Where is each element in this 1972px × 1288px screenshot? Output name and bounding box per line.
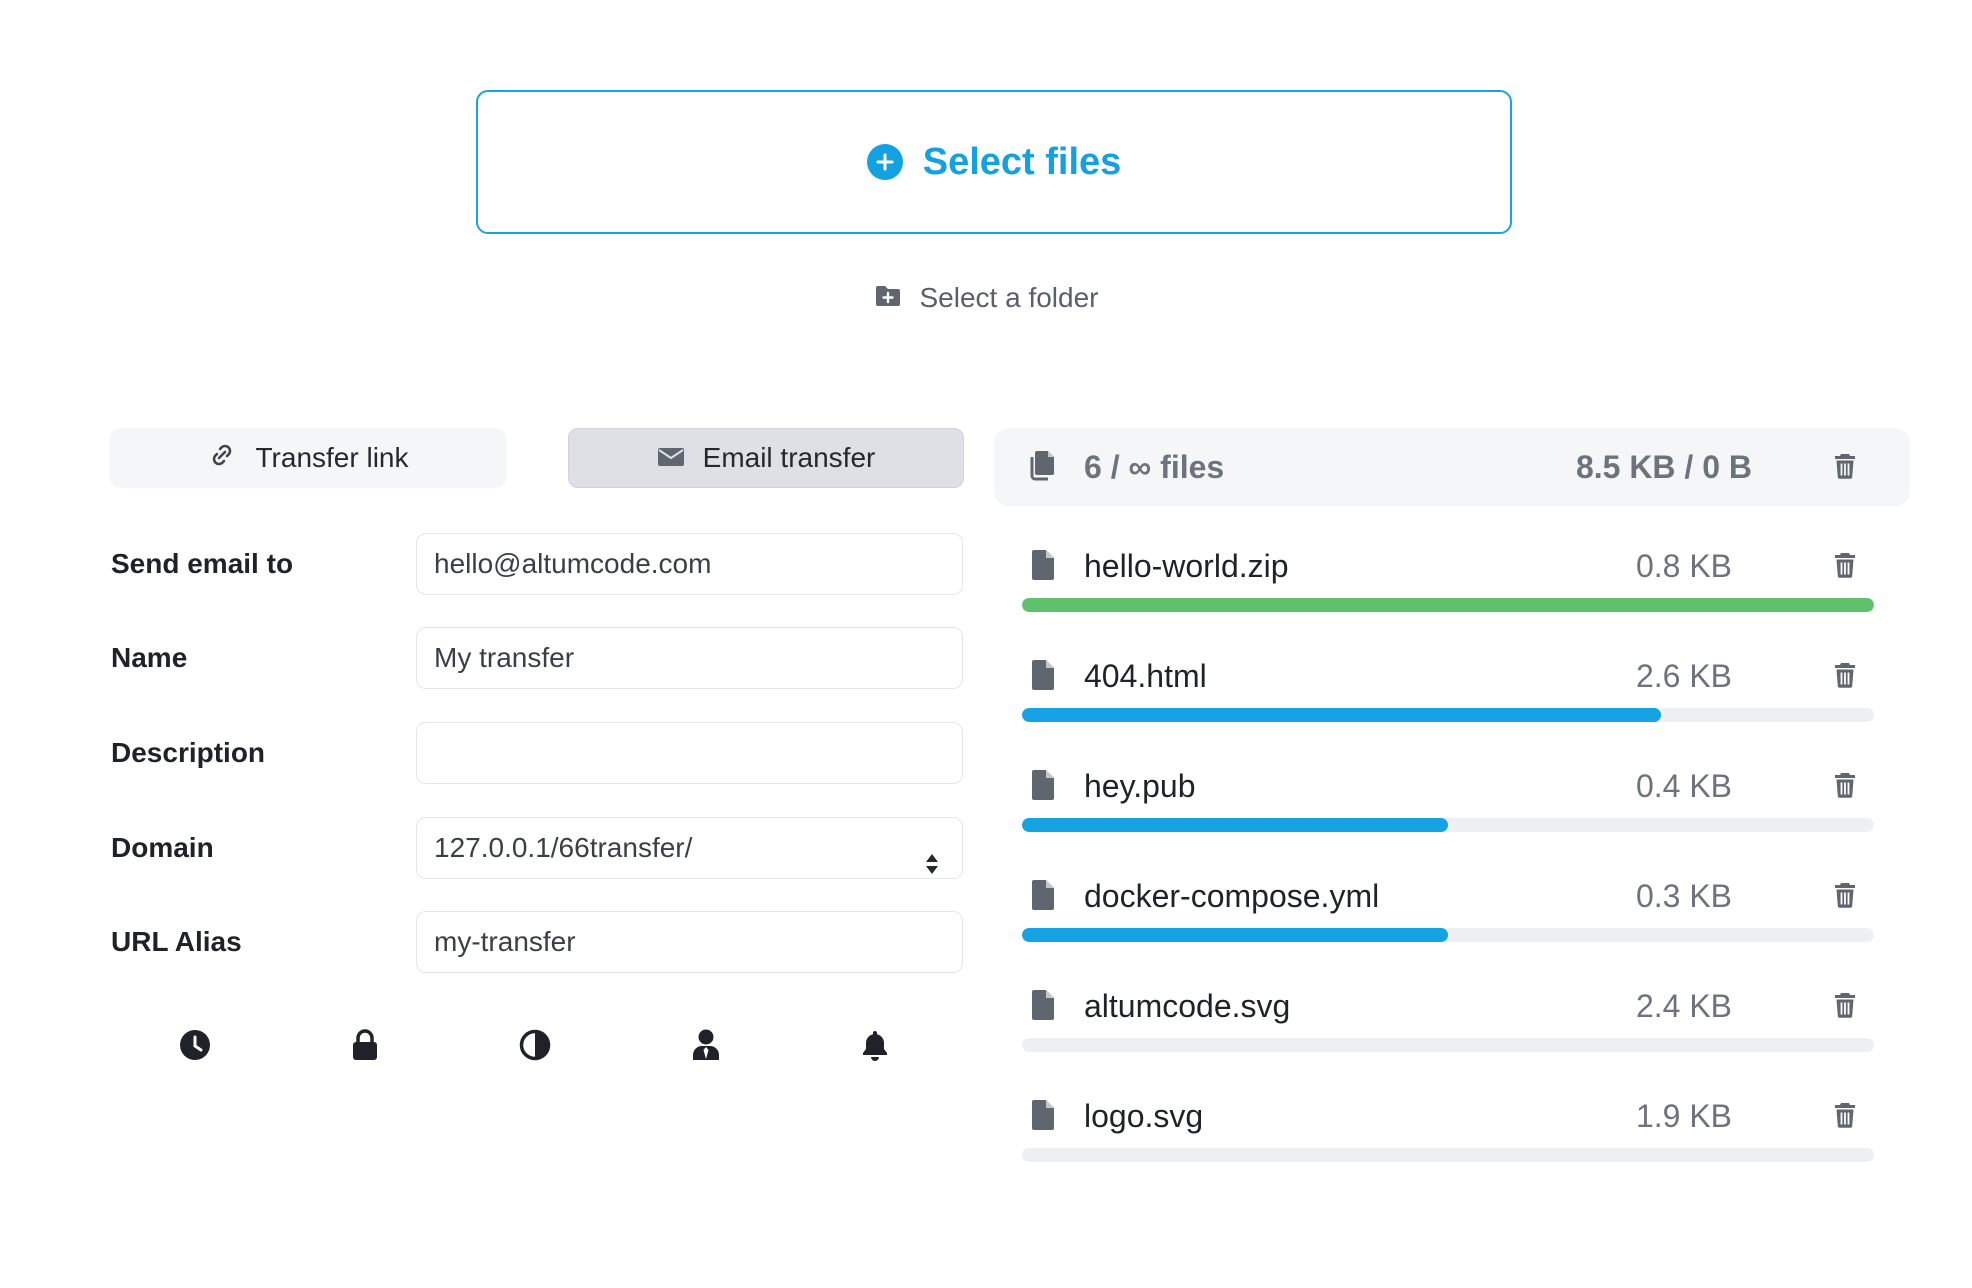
- files-count: 6 / ∞ files: [1084, 449, 1225, 485]
- upload-progress-fill: [1022, 708, 1661, 722]
- file-name: altumcode.svg: [1084, 988, 1291, 1024]
- upload-progress-track: [1022, 1148, 1874, 1162]
- select-files-label: Select files: [922, 140, 1122, 183]
- upload-progress-fill: [1022, 818, 1448, 832]
- delete-file-trash-icon[interactable]: [1834, 662, 1856, 693]
- files-total-size: 8.5 KB / 0 B: [1575, 449, 1752, 485]
- send-email-label: Send email to: [111, 548, 294, 579]
- file-size: 0.3 KB: [1635, 878, 1732, 914]
- name-label: Name: [111, 642, 188, 673]
- file-icon: [1032, 990, 1054, 1025]
- domain-select-value: 127.0.0.1/66transfer/: [434, 832, 693, 863]
- file-icon: [1032, 660, 1054, 695]
- send-email-input[interactable]: hello@altumcode.com: [416, 533, 963, 595]
- upload-progress-track: [1022, 1038, 1874, 1052]
- file-size: 2.4 KB: [1635, 988, 1732, 1024]
- file-icon: [1032, 1100, 1054, 1135]
- delete-file-trash-icon[interactable]: [1834, 552, 1856, 583]
- delete-file-trash-icon[interactable]: [1834, 772, 1856, 803]
- select-folder-link[interactable]: Select a folder: [0, 278, 1972, 318]
- file-size: 0.8 KB: [1635, 548, 1732, 584]
- file-row: altumcode.svg 2.4 KB: [1022, 988, 1882, 1070]
- file-size: 1.9 KB: [1635, 1098, 1732, 1134]
- file-size: 2.6 KB: [1635, 658, 1732, 694]
- description-label: Description: [111, 737, 266, 768]
- file-name: 404.html: [1084, 658, 1207, 694]
- domain-select[interactable]: 127.0.0.1/66transfer/: [416, 817, 963, 879]
- name-input[interactable]: My transfer: [416, 627, 963, 689]
- tab-transfer-link-label: Transfer link: [255, 442, 409, 473]
- upload-progress-track: [1022, 598, 1874, 612]
- delete-file-trash-icon[interactable]: [1834, 992, 1856, 1023]
- copy-files-icon: [1028, 450, 1056, 487]
- upload-progress-track: [1022, 928, 1874, 942]
- file-row: hey.pub 0.4 KB: [1022, 768, 1882, 850]
- files-summary-bar: 6 / ∞ files 8.5 KB / 0 B: [994, 428, 1910, 506]
- file-row: 404.html 2.6 KB: [1022, 658, 1882, 740]
- file-row: hello-world.zip 0.8 KB: [1022, 548, 1882, 630]
- sort-arrows-icon: [924, 837, 940, 897]
- delete-file-trash-icon[interactable]: [1834, 882, 1856, 913]
- upload-progress-track: [1022, 818, 1874, 832]
- url-alias-input[interactable]: my-transfer: [416, 911, 963, 973]
- file-icon: [1032, 550, 1054, 585]
- upload-progress-track: [1022, 708, 1874, 722]
- file-size: 0.4 KB: [1635, 768, 1732, 804]
- user-tie-icon[interactable]: [689, 1028, 723, 1062]
- description-input[interactable]: [416, 722, 963, 784]
- folder-plus-icon: [874, 284, 902, 313]
- delete-file-trash-icon[interactable]: [1834, 1102, 1856, 1133]
- file-icon: [1032, 880, 1054, 915]
- select-folder-label: Select a folder: [919, 282, 1099, 313]
- file-row: logo.svg 1.9 KB: [1022, 1098, 1882, 1180]
- domain-label: Domain: [111, 832, 214, 863]
- clock-icon[interactable]: [178, 1028, 212, 1062]
- contrast-icon[interactable]: [518, 1028, 552, 1062]
- file-icon: [1032, 770, 1054, 805]
- upload-progress-fill: [1022, 928, 1448, 942]
- envelope-icon: [657, 442, 685, 474]
- delete-all-trash-icon[interactable]: [1834, 453, 1856, 484]
- upload-progress-fill: [1022, 598, 1874, 612]
- file-name: logo.svg: [1084, 1098, 1204, 1134]
- file-row: docker-compose.yml 0.3 KB: [1022, 878, 1882, 960]
- tab-email-transfer[interactable]: Email transfer: [568, 428, 964, 488]
- select-files-button[interactable]: Select files: [476, 90, 1512, 234]
- bell-icon[interactable]: [858, 1028, 892, 1062]
- link-icon: [207, 442, 237, 475]
- file-name: docker-compose.yml: [1084, 878, 1380, 914]
- plus-circle-icon: [866, 144, 903, 180]
- tab-email-transfer-label: Email transfer: [702, 442, 876, 473]
- tab-transfer-link[interactable]: Transfer link: [110, 428, 506, 488]
- lock-icon[interactable]: [348, 1028, 382, 1062]
- file-name: hey.pub: [1084, 768, 1196, 804]
- file-name: hello-world.zip: [1084, 548, 1289, 584]
- url-alias-label: URL Alias: [111, 926, 242, 957]
